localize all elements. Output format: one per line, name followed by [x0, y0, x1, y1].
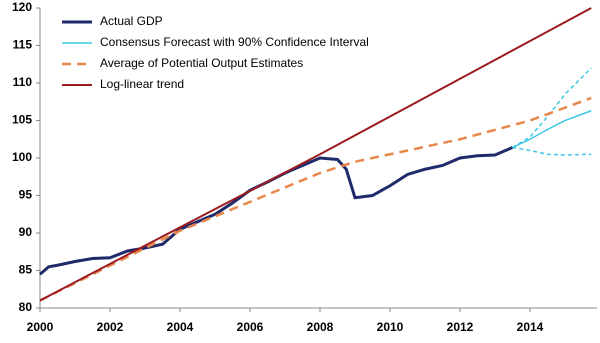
legend-label: Average of Potential Output Estimates [100, 56, 303, 70]
x-tick-label: 2002 [97, 320, 124, 334]
confidence-lower [512, 146, 592, 156]
series-line [39, 146, 514, 276]
y-tick-label: 110 [13, 75, 33, 89]
y-tick-label: 95 [19, 188, 33, 202]
series-line [39, 96, 592, 302]
y-tick-label: 85 [19, 263, 33, 277]
confidence-upper [512, 67, 592, 149]
x-tick-label: 2004 [167, 320, 194, 334]
x-tick-label: 2012 [447, 320, 474, 334]
x-tick-label: 2000 [27, 320, 54, 334]
x-tick-label: 2008 [307, 320, 334, 334]
y-tick-label: 90 [19, 225, 33, 239]
y-tick-label: 100 [12, 150, 32, 164]
x-tick-label: 2014 [517, 320, 544, 334]
y-tick-label: 105 [12, 113, 32, 127]
legend-label: Consensus Forecast with 90% Confidence I… [100, 35, 369, 49]
series-line [39, 7, 592, 302]
legend-label: Log-linear trend [100, 77, 184, 91]
y-tick-label: 115 [13, 38, 33, 52]
series-line [512, 110, 592, 149]
y-tick-label: 80 [19, 300, 33, 314]
y-tick-label: 120 [12, 0, 32, 14]
legend-label: Actual GDP [100, 14, 163, 28]
x-tick-label: 2010 [377, 320, 404, 334]
x-tick-label: 2006 [237, 320, 264, 334]
